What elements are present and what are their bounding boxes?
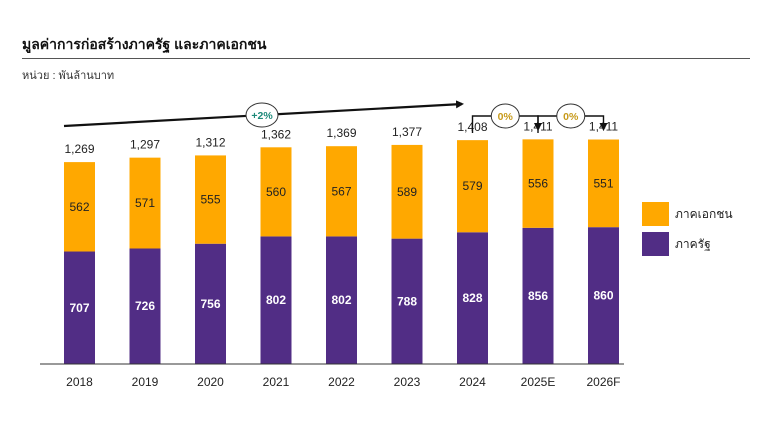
- x-tick-label-2019: 2019: [132, 375, 159, 389]
- legend-item-public: ภาครัฐ: [642, 232, 733, 256]
- data-label-public-2024: 828: [462, 291, 482, 305]
- total-label-2019: 1,297: [130, 138, 160, 152]
- bar-private-2021: [260, 147, 292, 237]
- x-tick-label-2020: 2020: [197, 375, 224, 389]
- bar-public-2025E: [522, 227, 554, 364]
- data-label-private-2021: 560: [266, 185, 286, 199]
- legend-item-private: ภาคเอกชน: [642, 202, 733, 226]
- total-label-2018: 1,269: [64, 142, 94, 156]
- data-label-private-2023: 589: [397, 185, 417, 199]
- bar-private-2026F: [588, 139, 619, 228]
- data-label-private-2025E: 556: [528, 177, 548, 191]
- change-badge-2025E: [490, 103, 520, 129]
- legend-label-private: ภาคเอกชน: [675, 206, 733, 221]
- change-badge-2026F: [556, 103, 586, 129]
- data-label-private-2020: 555: [200, 193, 220, 207]
- bar-private-2023: [391, 144, 423, 239]
- data-label-public-2022: 802: [331, 293, 351, 307]
- legend-swatch-public: [642, 232, 669, 256]
- bar-public-2020: [195, 243, 226, 364]
- data-label-public-2026F: 860: [593, 289, 613, 303]
- bar-public-2023: [391, 238, 423, 364]
- bar-public-2026F: [588, 227, 619, 364]
- x-tick-label-2023: 2023: [394, 375, 421, 389]
- data-label-private-2024: 579: [462, 179, 482, 193]
- legend-swatch-private: [642, 202, 669, 226]
- unit-label: หน่วย : พันล้านบาท: [22, 70, 115, 82]
- data-label-public-2020: 756: [200, 297, 220, 311]
- growth-badge-label: +2%: [251, 110, 273, 122]
- bar-public-2024: [457, 232, 488, 364]
- x-tick-label-2021: 2021: [263, 375, 290, 389]
- title-divider: [22, 58, 750, 59]
- legend-label-public: ภาครัฐ: [675, 236, 711, 251]
- data-label-public-2023: 788: [397, 294, 417, 308]
- data-label-public-2019: 726: [135, 299, 155, 313]
- data-label-private-2022: 567: [331, 184, 351, 198]
- bar-private-2022: [326, 146, 357, 237]
- data-label-public-2025E: 856: [528, 289, 548, 303]
- x-tick-label-2026F: 2026F: [586, 375, 620, 389]
- bar-public-2022: [326, 236, 357, 364]
- x-tick-label-2022: 2022: [328, 375, 355, 389]
- total-label-2020: 1,312: [195, 135, 225, 149]
- x-tick-label-2024: 2024: [459, 375, 486, 389]
- growth-badge: [245, 102, 279, 128]
- change-badge-label-2026F: 0%: [563, 111, 579, 123]
- data-label-public-2021: 802: [266, 293, 286, 307]
- data-label-public-2018: 707: [69, 301, 89, 315]
- bar-public-2021: [260, 236, 292, 364]
- bar-private-2018: [64, 162, 95, 252]
- bar-public-2018: [64, 251, 95, 364]
- total-label-2021: 1,362: [261, 127, 291, 141]
- data-label-private-2019: 571: [135, 196, 155, 210]
- bar-public-2019: [129, 248, 161, 364]
- change-badge-label-2025E: 0%: [498, 111, 514, 123]
- data-label-private-2018: 562: [69, 200, 89, 214]
- bar-private-2025E: [522, 139, 554, 228]
- bar-private-2020: [195, 155, 226, 244]
- total-label-2022: 1,369: [326, 126, 356, 140]
- bar-private-2024: [457, 140, 488, 233]
- chart-legend: ภาคเอกชน ภาครัฐ: [642, 202, 733, 262]
- chart-title: มูลค่าการก่อสร้างภาครัฐ และภาคเอกชน: [22, 36, 267, 52]
- total-label-2023: 1,377: [392, 125, 422, 139]
- x-tick-label-2018: 2018: [66, 375, 93, 389]
- x-tick-label-2025E: 2025E: [521, 375, 556, 389]
- bar-private-2019: [129, 157, 161, 249]
- data-label-private-2026F: 551: [593, 176, 613, 190]
